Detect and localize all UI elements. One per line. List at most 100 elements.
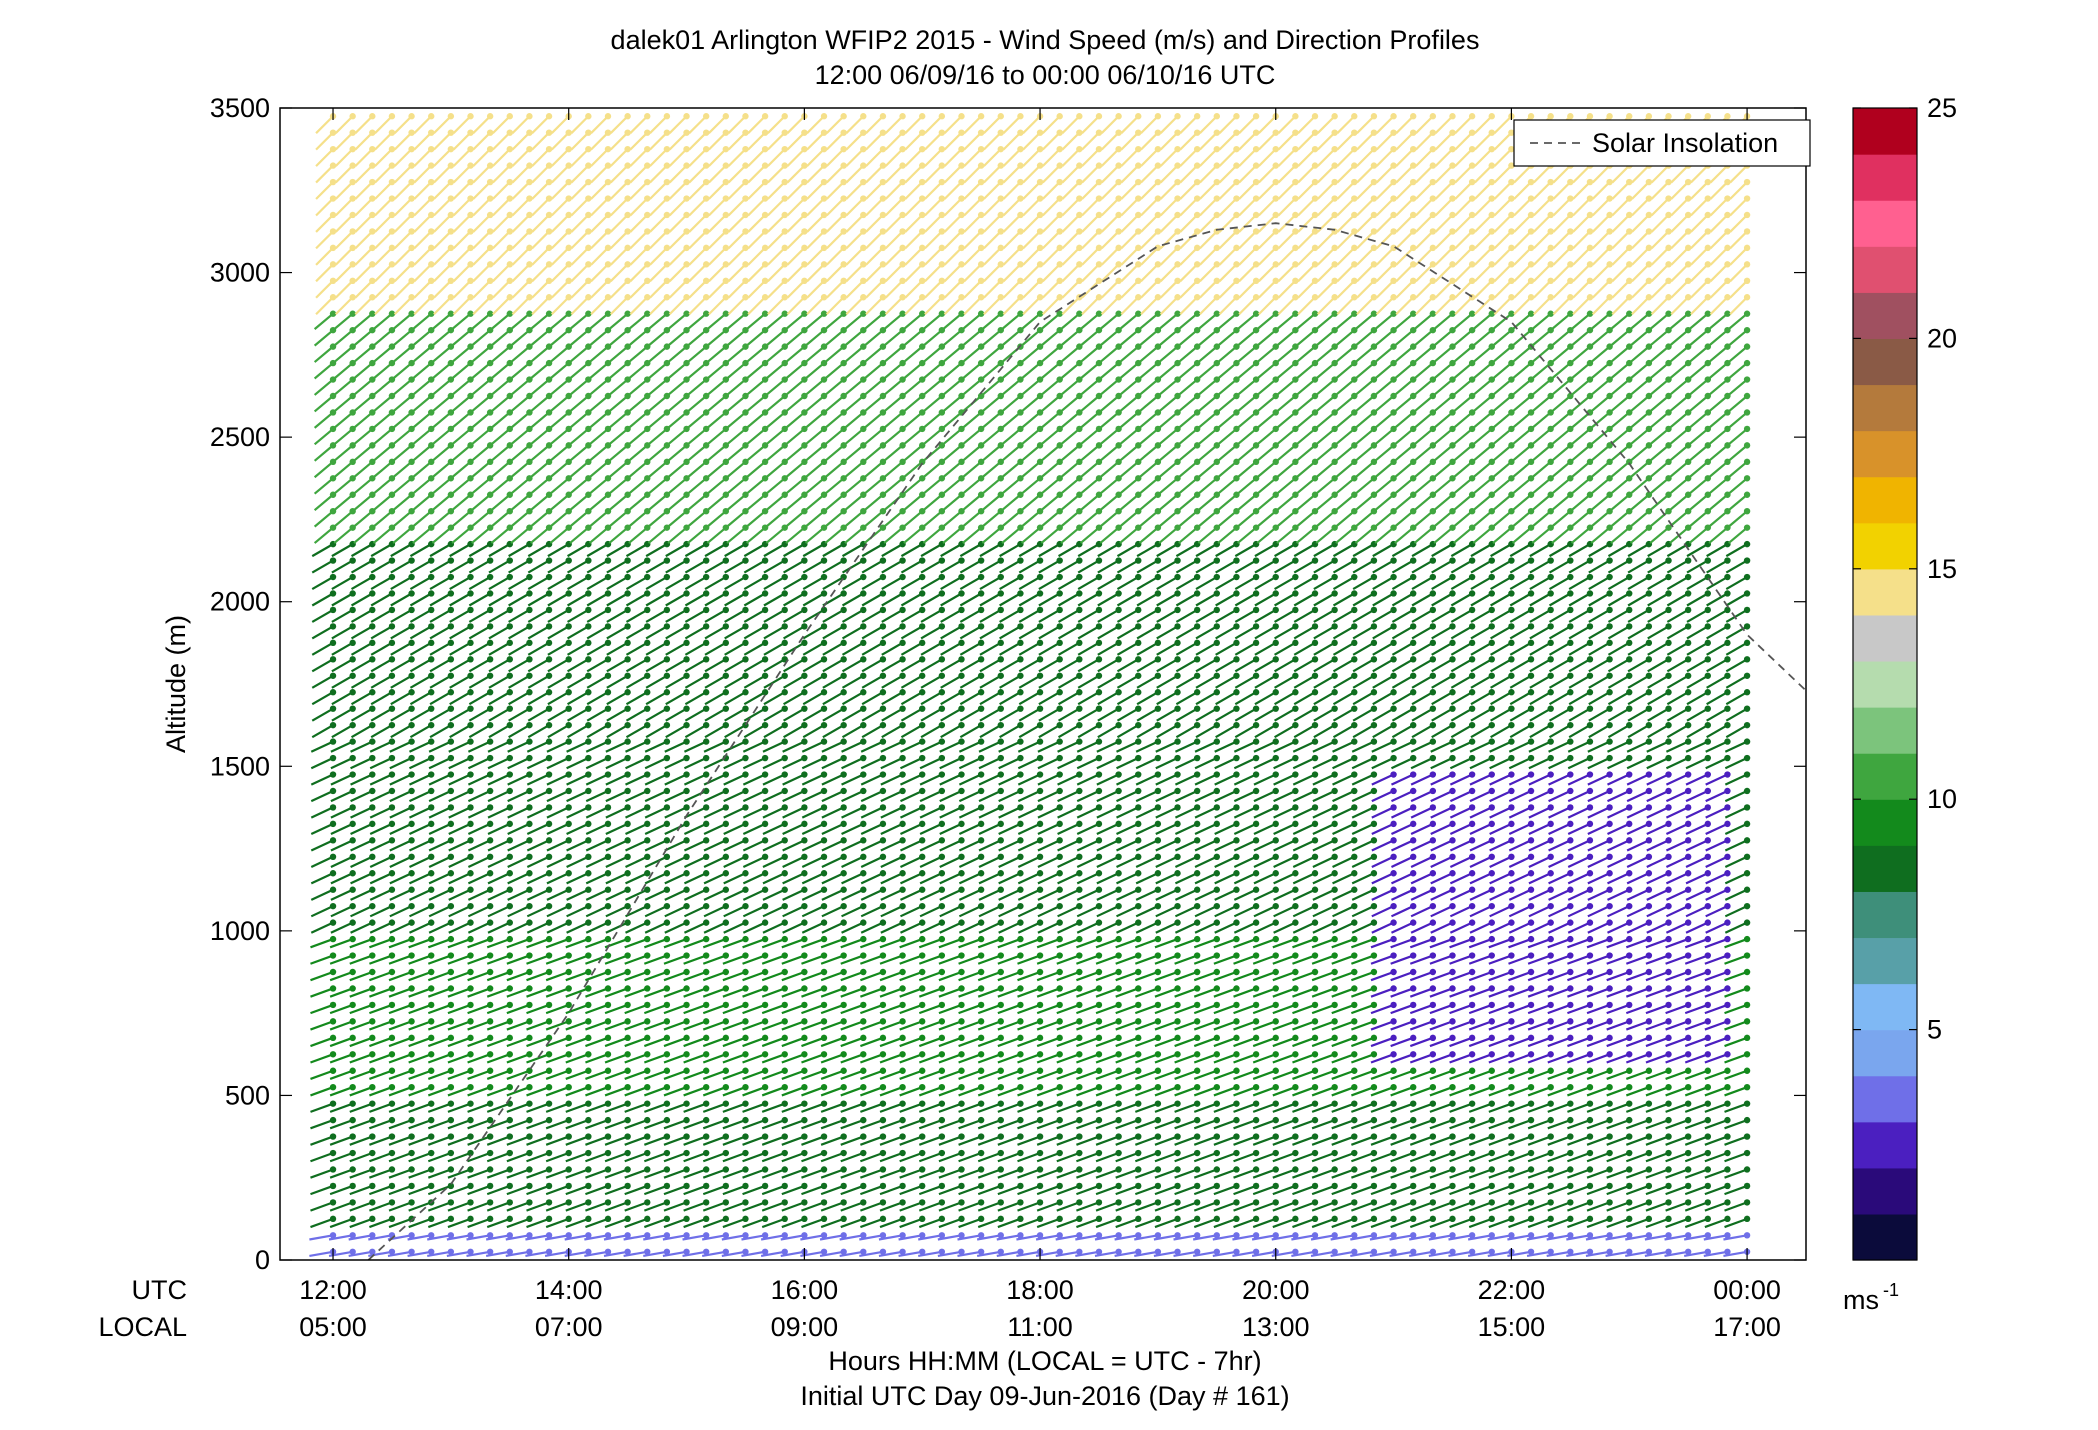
wind-barb-point xyxy=(997,623,1004,630)
wind-barb-point xyxy=(840,639,847,647)
wind-barb-point xyxy=(624,968,631,976)
wind-barb-point xyxy=(467,820,474,828)
wind-barb-stick xyxy=(490,460,511,479)
wind-barb-point xyxy=(408,721,415,729)
wind-barb-point xyxy=(899,1199,906,1206)
wind-barb-point xyxy=(663,113,671,120)
wind-barb-stick xyxy=(374,263,393,283)
wind-barb-stick xyxy=(433,214,452,233)
wind-barb-point xyxy=(663,870,671,877)
wind-barb-stick xyxy=(413,181,433,200)
wind-barb-point xyxy=(781,870,788,877)
wind-barb-point xyxy=(761,557,769,564)
wind-barb-point xyxy=(644,771,651,778)
wind-barb-stick xyxy=(488,658,511,673)
wind-barb-stick xyxy=(350,789,373,803)
wind-barb-stick xyxy=(452,280,472,299)
wind-barb-point xyxy=(604,689,612,696)
wind-barb-point xyxy=(329,1116,337,1124)
wind-barb-stick xyxy=(309,1234,334,1241)
wind-barb-stick xyxy=(565,1119,589,1130)
wind-barb-stick xyxy=(329,1168,354,1179)
wind-barb-point xyxy=(624,1166,631,1173)
wind-barb-point xyxy=(997,1215,1004,1223)
wind-barb-point xyxy=(958,787,965,795)
wind-barb-point xyxy=(545,837,553,844)
wind-barb-point xyxy=(349,294,356,301)
wind-barb-stick xyxy=(330,740,354,753)
wind-barb-point xyxy=(683,820,690,828)
wind-barb-point xyxy=(545,705,553,712)
wind-barb-point xyxy=(683,804,690,811)
wind-barb-point xyxy=(545,886,553,893)
wind-barb-stick xyxy=(333,493,354,512)
wind-barb-point xyxy=(447,573,455,581)
wind-barb-point xyxy=(388,162,396,169)
wind-barb-stick xyxy=(350,625,373,640)
wind-barb-point xyxy=(663,1215,671,1223)
wind-barb-point xyxy=(840,1149,847,1157)
wind-barb-point xyxy=(1017,1001,1024,1009)
wind-barb-point xyxy=(958,968,965,976)
wind-barb-stick xyxy=(369,888,393,901)
wind-barb-point xyxy=(329,1084,337,1091)
wind-barb-point xyxy=(467,935,474,943)
wind-barb-stick xyxy=(452,181,472,200)
wind-barb-stick xyxy=(448,921,471,934)
wind-barb-stick xyxy=(547,724,570,739)
wind-barb-stick xyxy=(311,707,334,722)
wind-barb-stick xyxy=(350,839,373,852)
wind-barb-point xyxy=(369,1001,376,1009)
wind-barb-point xyxy=(899,1084,906,1091)
wind-barb-point xyxy=(879,672,887,679)
wind-barb-point xyxy=(329,606,337,614)
wind-barb-point xyxy=(722,853,730,860)
wind-barb-stick xyxy=(349,1217,373,1229)
wind-barb-point xyxy=(938,853,946,860)
wind-barb-point xyxy=(879,804,887,811)
wind-barb-point xyxy=(1017,1166,1024,1173)
wind-barb-point xyxy=(329,557,337,564)
wind-barb-point xyxy=(486,1248,494,1255)
wind-barb-point xyxy=(506,721,513,729)
wind-barb-stick xyxy=(311,625,334,640)
wind-barb-stick xyxy=(449,658,472,673)
wind-barb-point xyxy=(349,113,356,120)
wind-barb-stick xyxy=(448,806,471,819)
wind-barb-point xyxy=(388,228,396,235)
wind-barb-point xyxy=(388,738,396,745)
wind-barb-point xyxy=(977,573,985,581)
wind-barb-stick xyxy=(492,115,511,134)
wind-barb-stick xyxy=(508,641,530,656)
wind-barb-point xyxy=(545,606,553,614)
wind-barb-stick xyxy=(393,181,413,200)
wind-barb-point xyxy=(1017,1018,1024,1025)
wind-barb-point xyxy=(997,754,1004,762)
wind-barb-stick xyxy=(546,921,570,934)
wind-barb-point xyxy=(663,968,671,976)
wind-barb-stick xyxy=(412,526,432,544)
wind-barb-stick xyxy=(313,312,334,330)
wind-barb-point xyxy=(977,689,985,696)
wind-barb-stick xyxy=(488,724,511,739)
wind-barb-stick xyxy=(369,970,393,982)
wind-barb-point xyxy=(428,294,435,301)
wind-barb-stick xyxy=(392,312,413,330)
wind-barb-point xyxy=(702,1034,710,1042)
wind-barb-stick xyxy=(488,543,511,558)
wind-barb-point xyxy=(506,1001,513,1009)
wind-barb-stick xyxy=(370,543,393,558)
wind-barb-point xyxy=(702,870,710,877)
wind-barb-stick xyxy=(433,115,452,134)
wind-barb-stick xyxy=(467,1020,491,1031)
wind-barb-stick xyxy=(447,1217,471,1229)
wind-barb-point xyxy=(428,738,435,745)
wind-barb-point xyxy=(702,1133,710,1140)
wind-barb-stick xyxy=(529,428,550,446)
wind-barb-point xyxy=(428,129,435,136)
wind-barb-stick xyxy=(452,115,472,134)
wind-barb-stick xyxy=(353,411,374,429)
wind-barb-stick xyxy=(369,1053,393,1064)
wind-barb-stick xyxy=(374,115,393,134)
wind-barb-point xyxy=(879,557,887,564)
